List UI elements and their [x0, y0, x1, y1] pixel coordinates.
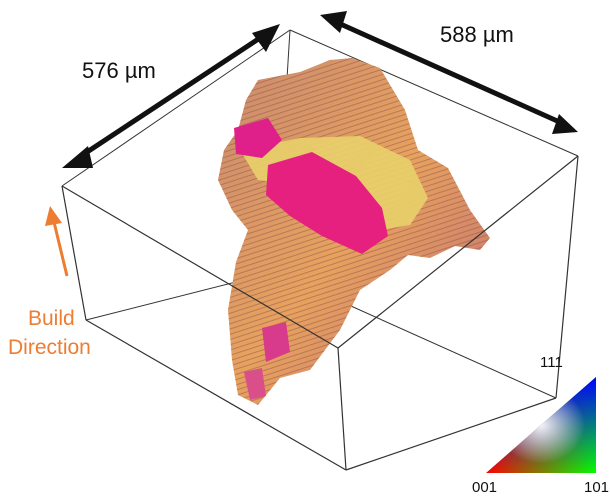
ipf-label-101: 101: [584, 479, 610, 496]
depth-dimension-arrow: [320, 11, 578, 134]
ipf-label-001: 001: [472, 479, 498, 496]
build-direction-label-line2: Direction: [8, 336, 91, 359]
grain-magenta-top: [234, 118, 282, 158]
grain-magenta-main: [266, 152, 388, 254]
depth-dimension-label: 588 µm: [440, 22, 514, 47]
build-direction-arrow: [45, 206, 69, 277]
grain-magenta-lower: [262, 322, 290, 362]
ipf-color-key: [486, 377, 596, 473]
grain-magenta-bottom: [244, 368, 266, 400]
ipf-label-111: 111: [540, 354, 563, 371]
width-dimension-arrow: [62, 24, 280, 168]
build-direction-label-line1: Build: [28, 307, 75, 330]
box-front-edges: [61, 155, 579, 471]
width-dimension-label: 576 µm: [82, 58, 156, 83]
grain-volume: [218, 58, 490, 405]
